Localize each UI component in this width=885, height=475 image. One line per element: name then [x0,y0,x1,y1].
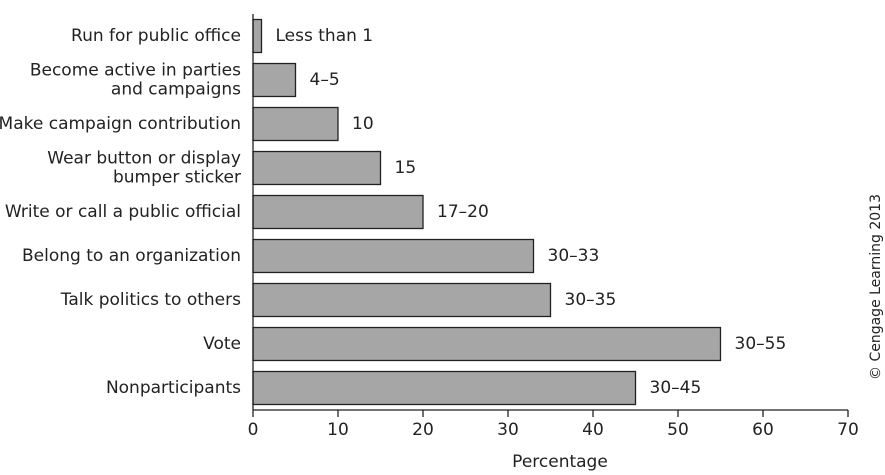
bar [252,282,552,318]
bar [252,106,339,142]
bar [252,18,263,54]
bar [252,238,535,274]
value-label: 17–20 [437,202,489,222]
y-tick-label: Vote [203,334,241,354]
value-label: 15 [395,158,417,178]
y-tick-label: Write or call a public official [5,202,241,222]
x-tick-label: 20 [412,420,434,440]
x-tick-label: 60 [752,420,774,440]
x-tick-label: 10 [327,420,349,440]
bar [252,326,722,362]
y-tick-label: Talk politics to others [60,290,241,310]
value-label: 10 [352,114,374,134]
x-axis-label: Percentage [512,452,608,472]
value-label: 30–35 [565,290,617,310]
bar [252,62,297,98]
y-tick-label: Wear button or display [47,149,241,169]
x-tick-label: 30 [497,420,519,440]
value-label: Less than 1 [276,26,374,46]
bar [252,194,424,230]
x-tick-label: 50 [667,420,689,440]
y-tick-label: bumper sticker [113,168,241,188]
value-label: 30–55 [735,334,787,354]
x-tick-label: 70 [837,420,859,440]
y-tick-label: and campaigns [111,80,241,100]
bar [252,370,637,406]
value-label: 30–33 [548,246,600,266]
y-tick-label: Belong to an organization [22,246,241,266]
x-tick-label: 40 [582,420,604,440]
y-tick-label: Make campaign contribution [0,114,241,134]
bar [252,150,382,186]
value-label: 30–45 [650,378,702,398]
y-tick-label: Nonparticipants [106,378,241,398]
value-label: 4–5 [310,70,340,90]
y-tick-label: Run for public office [71,26,241,46]
y-tick-label: Become active in parties [30,61,241,81]
source-note: © Cengage Learning 2013 [868,194,884,380]
x-tick-label: 0 [248,420,259,440]
